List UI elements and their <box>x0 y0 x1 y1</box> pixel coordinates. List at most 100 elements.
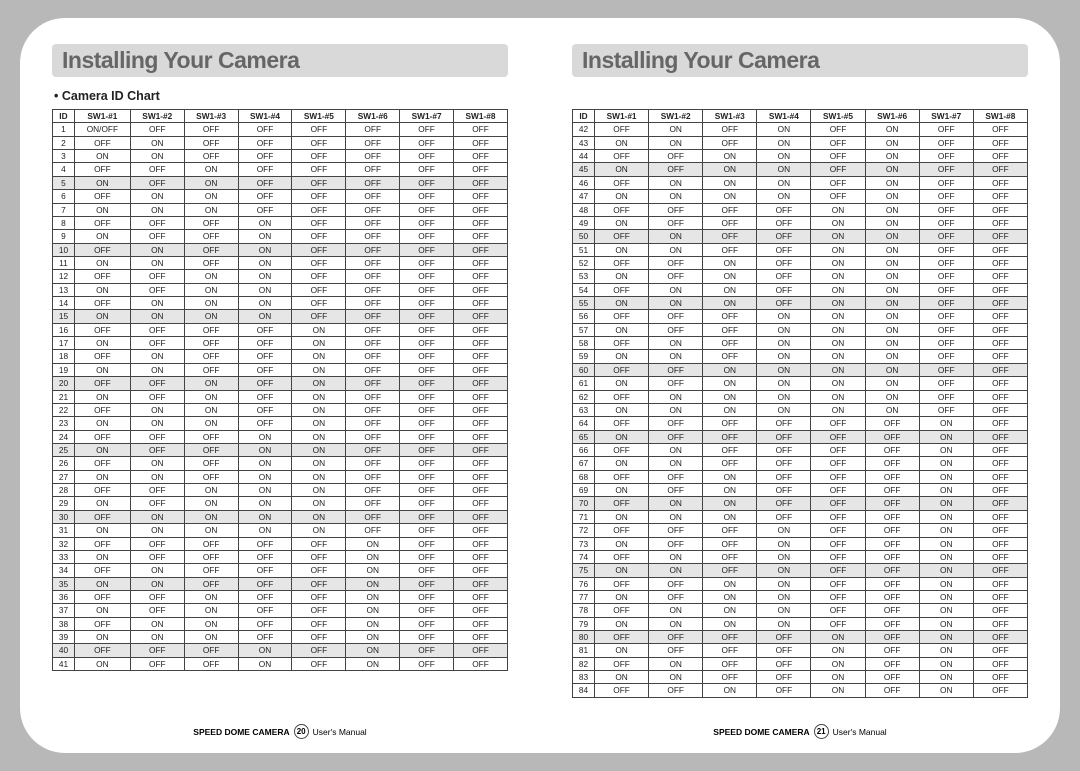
table-cell: OFF <box>703 657 757 670</box>
table-cell: OFF <box>757 297 811 310</box>
table-body: 42OFFONOFFONOFFONOFFOFF43ONONOFFONOFFONO… <box>573 123 1028 697</box>
table-cell: OFF <box>454 243 508 256</box>
table-row: 42OFFONOFFONOFFONOFFOFF <box>573 123 1028 136</box>
table-cell: OFF <box>292 123 346 136</box>
table-cell: ON <box>757 550 811 563</box>
table-cell: OFF <box>973 577 1027 590</box>
table-row: 81ONOFFOFFOFFONOFFONOFF <box>573 644 1028 657</box>
table-column-header: SW1-#5 <box>292 110 346 123</box>
table-cell: OFF <box>130 657 184 670</box>
table-cell: OFF <box>973 216 1027 229</box>
table-cell: OFF <box>649 203 703 216</box>
table-cell: OFF <box>400 497 454 510</box>
table-cell: ON <box>292 510 346 523</box>
table-cell: ON <box>346 644 400 657</box>
table-cell: OFF <box>184 256 238 269</box>
table-row: 18OFFONOFFOFFONOFFOFFOFF <box>53 350 508 363</box>
table-cell: OFF <box>292 657 346 670</box>
table-cell: OFF <box>346 484 400 497</box>
table-cell: OFF <box>400 163 454 176</box>
table-cell: OFF <box>130 323 184 336</box>
table-cell: 27 <box>53 470 75 483</box>
table-cell: OFF <box>346 190 400 203</box>
table-cell: OFF <box>292 617 346 630</box>
table-row: 61ONOFFONONONONOFFOFF <box>573 377 1028 390</box>
table-cell: ON <box>919 577 973 590</box>
table-cell: 15 <box>53 310 75 323</box>
table-cell: ON <box>811 337 865 350</box>
table-cell: ON <box>811 297 865 310</box>
table-row: 68OFFOFFONOFFOFFOFFONOFF <box>573 470 1028 483</box>
table-cell: ON <box>649 457 703 470</box>
table-cell: 4 <box>53 163 75 176</box>
table-cell: OFF <box>649 470 703 483</box>
table-cell: ON <box>184 163 238 176</box>
table-cell: ON <box>703 577 757 590</box>
table-cell: OFF <box>400 403 454 416</box>
table-cell: 32 <box>53 537 75 550</box>
table-cell: OFF <box>346 470 400 483</box>
camera-id-table-left: IDSW1-#1SW1-#2SW1-#3SW1-#4SW1-#5SW1-#6SW… <box>52 109 508 671</box>
table-row: 23ONONONOFFONOFFOFFOFF <box>53 417 508 430</box>
table-cell: ON <box>919 617 973 630</box>
table-cell: ON <box>649 390 703 403</box>
table-row: 78OFFONONONOFFOFFONOFF <box>573 604 1028 617</box>
table-cell: OFF <box>973 657 1027 670</box>
table-cell: ON <box>865 190 919 203</box>
table-cell: OFF <box>184 443 238 456</box>
table-cell: ON <box>865 363 919 376</box>
table-cell: 34 <box>53 564 75 577</box>
table-cell: ON <box>811 216 865 229</box>
table-cell: ON <box>238 230 292 243</box>
table-cell: ON <box>130 577 184 590</box>
table-cell: OFF <box>400 564 454 577</box>
table-row: 35ONONOFFOFFOFFONOFFOFF <box>53 577 508 590</box>
table-cell: OFF <box>292 604 346 617</box>
table-cell: OFF <box>454 150 508 163</box>
table-cell: OFF <box>346 390 400 403</box>
table-cell: OFF <box>130 163 184 176</box>
table-cell: OFF <box>400 337 454 350</box>
table-cell: OFF <box>703 243 757 256</box>
table-cell: OFF <box>400 243 454 256</box>
table-cell: OFF <box>811 443 865 456</box>
table-cell: ON <box>865 350 919 363</box>
table-cell: ON <box>919 657 973 670</box>
table-cell: OFF <box>74 136 130 149</box>
table-column-header: SW1-#6 <box>346 110 400 123</box>
table-cell: OFF <box>703 564 757 577</box>
table-cell: OFF <box>400 350 454 363</box>
table-cell: OFF <box>238 363 292 376</box>
table-cell: ON <box>130 203 184 216</box>
table-cell: ON <box>649 176 703 189</box>
table-cell: OFF <box>757 243 811 256</box>
table-cell: OFF <box>595 470 649 483</box>
table-cell: ON <box>595 270 649 283</box>
table-cell: ON <box>595 190 649 203</box>
table-cell: ON <box>292 430 346 443</box>
table-row: 19ONONOFFOFFONOFFOFFOFF <box>53 363 508 376</box>
table-cell: 1 <box>53 123 75 136</box>
table-row: 43ONONOFFONOFFONOFFOFF <box>573 136 1028 149</box>
table-cell: OFF <box>811 484 865 497</box>
table-cell: OFF <box>454 283 508 296</box>
table-cell: ON <box>238 524 292 537</box>
table-head: IDSW1-#1SW1-#2SW1-#3SW1-#4SW1-#5SW1-#6SW… <box>53 110 508 123</box>
table-cell: OFF <box>346 176 400 189</box>
table-cell: OFF <box>400 644 454 657</box>
table-cell: OFF <box>973 684 1027 697</box>
table-cell: 56 <box>573 310 595 323</box>
table-row: 4OFFOFFONOFFOFFOFFOFFOFF <box>53 163 508 176</box>
table-cell: OFF <box>454 270 508 283</box>
table-row: 70OFFONONOFFOFFOFFONOFF <box>573 497 1028 510</box>
table-cell: OFF <box>703 417 757 430</box>
table-cell: 72 <box>573 524 595 537</box>
table-cell: OFF <box>346 150 400 163</box>
table-row: 76OFFOFFONONOFFOFFONOFF <box>573 577 1028 590</box>
table-cell: ON <box>184 510 238 523</box>
table-cell: ON <box>292 457 346 470</box>
table-cell: ON <box>757 577 811 590</box>
table-row: 55ONONONOFFONONOFFOFF <box>573 297 1028 310</box>
table-cell: OFF <box>973 136 1027 149</box>
table-cell: 36 <box>53 590 75 603</box>
